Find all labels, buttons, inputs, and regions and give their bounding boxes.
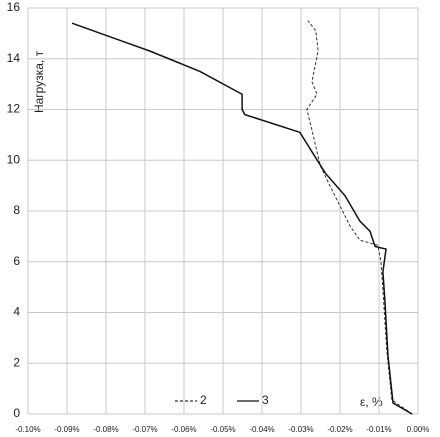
y-tick-label: 0 [13, 406, 20, 420]
x-tick-label: -0.07% [132, 425, 157, 434]
x-tick-label: 0.00% [407, 425, 430, 434]
y-tick-label: 12 [7, 102, 21, 116]
series-line [306, 20, 413, 415]
y-tick-label: 10 [7, 152, 21, 166]
x-tick-label: -0.08% [93, 425, 118, 434]
x-tick-label: -0.01% [366, 425, 391, 434]
legend-label: 2 [200, 393, 207, 407]
x-tick-label: -0.06% [171, 425, 196, 434]
series-line [71, 22, 413, 415]
y-tick-label: 2 [13, 355, 20, 369]
y-tick-label: 14 [7, 51, 21, 65]
y-tick-label: 16 [7, 0, 21, 14]
y-tick-label: 4 [13, 305, 20, 319]
x-tick-label: -0.03% [288, 425, 313, 434]
x-tick-label: -0.02% [327, 425, 352, 434]
y-axis-label: Нагрузка, т [32, 50, 46, 113]
x-tick-label: -0.10% [15, 425, 40, 434]
y-tick-label: 6 [13, 254, 20, 268]
x-tick-label: -0.05% [210, 425, 235, 434]
y-tick-label: 8 [13, 203, 20, 217]
x-tick-label: -0.09% [54, 425, 79, 434]
x-axis-label: ε, % [360, 395, 383, 409]
x-tick-label: -0.04% [249, 425, 274, 434]
legend-label: 3 [262, 393, 269, 407]
